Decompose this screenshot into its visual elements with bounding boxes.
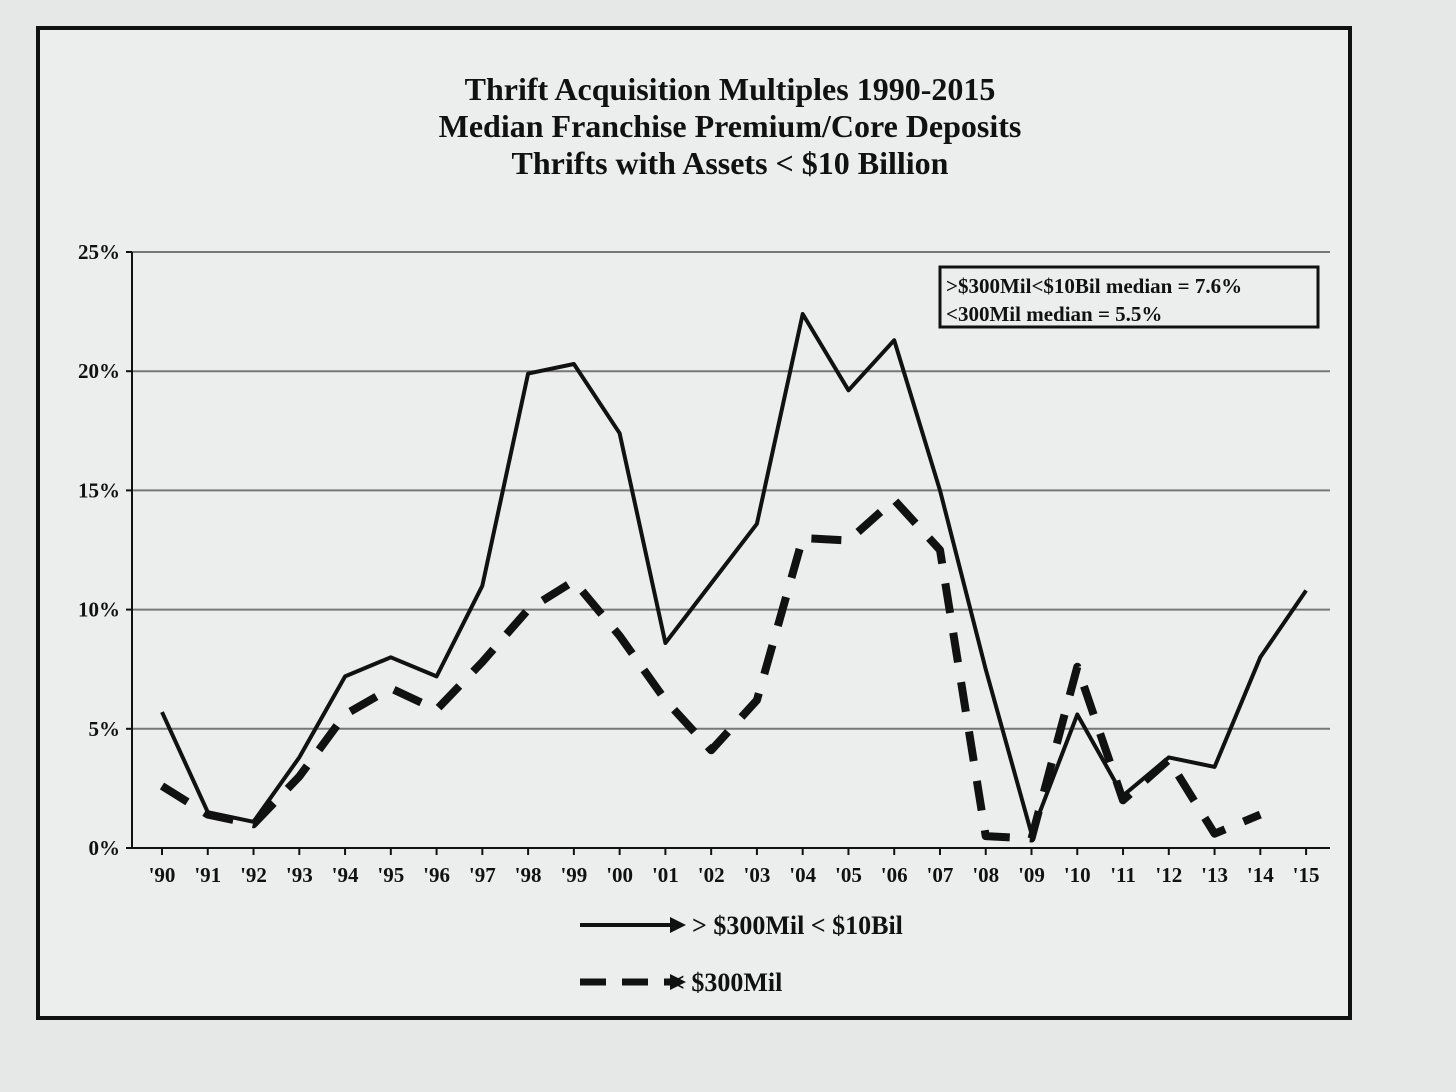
x-tick-label: '09: [1018, 863, 1045, 887]
x-tick-label: '10: [1064, 863, 1091, 887]
legend-label-dashed: < $300Mil: [670, 968, 782, 997]
annotation-line-1: >$300Mil<$10Bil median = 7.6%: [946, 274, 1242, 298]
axes: [126, 251, 1330, 855]
x-tick-label: '92: [240, 863, 267, 887]
x-tick-label: '02: [698, 863, 725, 887]
y-tick-label: 25%: [78, 240, 120, 264]
x-tick-label: '94: [332, 863, 359, 887]
chart-subtitle-1: Median Franchise Premium/Core Deposits: [439, 108, 1022, 144]
legend-label-solid: > $300Mil < $10Bil: [692, 911, 903, 940]
line-chart: Thrift Acquisition Multiples 1990-2015 M…: [78, 71, 1330, 997]
x-tick-label: '95: [377, 863, 404, 887]
x-tick-label: '06: [881, 863, 908, 887]
chart-title: Thrift Acquisition Multiples 1990-2015: [465, 71, 996, 107]
series-line-under-300mil: [159, 495, 1262, 843]
x-tick-label: '91: [194, 863, 221, 887]
series-line-300mil-10bil: [160, 312, 1308, 836]
legend-arrow-dashed: [670, 974, 686, 990]
y-tick-labels: 0% 5% 10% 15% 20% 25%: [78, 240, 120, 860]
y-tick-label: 5%: [89, 717, 121, 741]
x-tick-label: '01: [652, 863, 679, 887]
y-tick-label: 0%: [89, 836, 121, 860]
annotation-line-2: <300Mil median = 5.5%: [946, 302, 1162, 326]
x-tick-label: '00: [606, 863, 633, 887]
x-tick-label: '98: [515, 863, 542, 887]
chart-subtitle-2: Thrifts with Assets < $10 Billion: [512, 145, 949, 181]
x-tick-label: '15: [1293, 863, 1320, 887]
x-tick-label: '99: [560, 863, 587, 887]
y-tick-label: 20%: [78, 359, 120, 383]
x-tick-label: '96: [423, 863, 450, 887]
legend-arrow-solid: [670, 917, 686, 933]
x-tick-label: '05: [835, 863, 862, 887]
x-tick-label: '97: [469, 863, 496, 887]
x-tick-label: '07: [927, 863, 954, 887]
median-annotation: >$300Mil<$10Bil median = 7.6% <300Mil me…: [938, 265, 1320, 329]
y-tick-label: 15%: [78, 478, 120, 502]
x-tick-labels: '90 '91 '92 '93 '94 '95 '96 '97 '98 '99 '00 '01 '02 '…: [149, 863, 1320, 887]
x-tick-label: '13: [1201, 863, 1228, 887]
x-tick-label: '12: [1155, 863, 1182, 887]
x-tick-label: '03: [744, 863, 771, 887]
annotation-box: [938, 265, 1320, 329]
x-tick-label: '04: [789, 863, 816, 887]
x-tick-label: '14: [1247, 863, 1274, 887]
gridlines: [132, 251, 1330, 730]
legend: > $300Mil < $10Bil < $300Mil: [580, 911, 903, 997]
x-tick-label: '11: [1110, 863, 1136, 887]
y-tick-label: 10%: [78, 598, 120, 622]
chart-frame: Thrift Acquisition Multiples 1990-2015 M…: [36, 26, 1352, 1020]
series-lines: [159, 312, 1308, 843]
x-tick-label: '08: [972, 863, 999, 887]
x-tick-label: '90: [149, 863, 176, 887]
x-tick-label: '93: [286, 863, 313, 887]
